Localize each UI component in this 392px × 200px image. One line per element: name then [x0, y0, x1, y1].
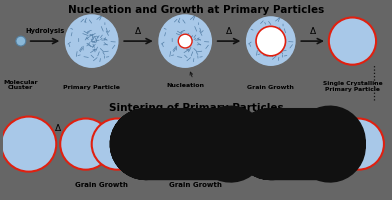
Text: Primary Particle: Primary Particle — [63, 85, 120, 90]
Circle shape — [60, 119, 111, 170]
Text: Molecular
Cluster: Molecular Cluster — [4, 79, 38, 90]
Circle shape — [92, 119, 143, 170]
Text: Δ: Δ — [135, 27, 142, 36]
Text: Δ: Δ — [310, 27, 316, 36]
Text: Grain Growth: Grain Growth — [247, 85, 294, 90]
Circle shape — [188, 119, 239, 170]
Text: Δ: Δ — [256, 124, 261, 133]
Circle shape — [333, 119, 384, 170]
Text: Nucleation and Growth at Primary Particles: Nucleation and Growth at Primary Particl… — [68, 5, 324, 15]
Circle shape — [151, 119, 202, 170]
Text: Hydrolysis: Hydrolysis — [25, 28, 65, 34]
Text: Sintering of Primary Particles: Sintering of Primary Particles — [109, 102, 283, 112]
Circle shape — [278, 119, 329, 170]
Text: Single Crystalline
Primary Particle: Single Crystalline Primary Particle — [323, 81, 382, 92]
Circle shape — [16, 37, 26, 47]
Circle shape — [329, 18, 376, 65]
Circle shape — [178, 35, 192, 49]
Circle shape — [1, 117, 56, 172]
Circle shape — [158, 14, 213, 69]
Text: Grain Growth: Grain Growth — [169, 181, 221, 187]
Circle shape — [245, 16, 296, 67]
Text: Δ: Δ — [226, 27, 232, 36]
Text: Grain Growth: Grain Growth — [75, 181, 128, 187]
Circle shape — [256, 27, 285, 57]
Circle shape — [64, 14, 119, 69]
Text: Δ: Δ — [55, 124, 61, 133]
Text: Δ: Δ — [144, 124, 150, 133]
Text: Nucleation: Nucleation — [166, 83, 204, 88]
